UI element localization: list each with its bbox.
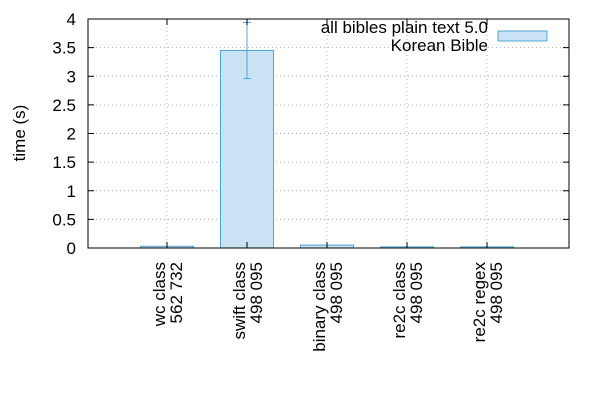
y-tick-label: 3.5: [52, 39, 76, 58]
x-tick-label-line: swift class: [230, 262, 249, 339]
x-tick-label-line: re2c regex: [470, 262, 489, 343]
y-tick-label: 0.5: [52, 210, 76, 229]
x-tick-label: wc class562 732: [150, 262, 186, 327]
legend-swatch: [497, 30, 548, 42]
x-tick-label: re2c class498 095: [390, 262, 426, 339]
y-tick-label: 1: [67, 182, 76, 201]
x-tick-label: re2c regex498 095: [470, 262, 506, 343]
x-tick-label-line: 562 732: [167, 262, 186, 323]
legend-label: Korean Bible: [391, 36, 488, 55]
y-tick-label: 3: [67, 67, 76, 86]
legend-label: all bibles plain text 5.0: [321, 18, 488, 37]
x-tick-label: swift class498 095: [230, 262, 266, 339]
bar: [220, 49, 274, 249]
x-tick-label-line: binary class: [310, 262, 329, 352]
y-axis-label: time (s): [10, 105, 29, 162]
grid: [88, 19, 569, 248]
x-tick-label-line: 498 095: [247, 262, 266, 323]
bars: [140, 21, 514, 249]
y-tick-label: 2.5: [52, 96, 76, 115]
y-tick-label: 0: [67, 239, 76, 258]
x-tick-label-line: wc class: [150, 262, 169, 327]
x-axis-category-labels: wc class562 732 swift class498 095 binary …: [150, 19, 506, 352]
y-tick-label: 1.5: [52, 153, 76, 172]
x-tick-label: binary class498 095: [310, 262, 346, 352]
y-tick-label: 2: [67, 125, 76, 144]
x-tick-label-line: 498 095: [487, 262, 506, 323]
x-tick-label-line: 498 095: [327, 262, 346, 323]
y-axis-ticks: 0 0.5 1 1.5 2 2.5 3 3.5 4: [52, 10, 569, 258]
x-tick-label-line: 498 095: [407, 262, 426, 323]
x-tick-label-line: re2c class: [390, 262, 409, 339]
y-tick-label: 4: [67, 10, 76, 29]
